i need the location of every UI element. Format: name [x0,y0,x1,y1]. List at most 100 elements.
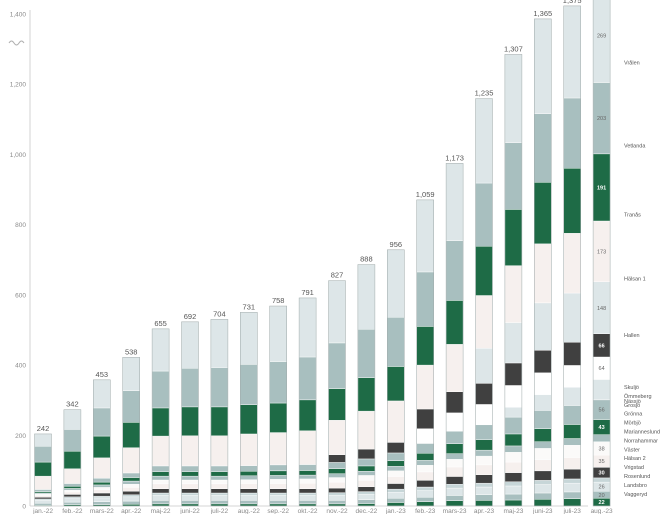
y-tick-label: 1,000 [10,152,27,159]
bar-segment [269,488,287,494]
bar-segment [357,264,376,330]
bar-segment [210,503,229,507]
bar-segment [298,470,317,476]
bar-segment [240,433,258,466]
bar-segment [416,408,434,429]
bar-segment [63,486,82,489]
segment-value-label: 26 [599,485,605,491]
y-tick-label: 200 [15,433,26,440]
bar-segment [504,472,523,482]
bar-segment [504,445,523,453]
legend-label: Norrahammar [624,438,658,444]
bar-segment [269,475,287,480]
bar-segment [151,503,170,507]
bar-segment [328,420,346,455]
bar-segment [445,412,464,432]
bar-segment [63,494,82,498]
bar-segment [93,497,111,502]
x-tick-label: apr.-22 [121,508,142,514]
bar-segment [210,465,229,472]
bar-segment [504,385,523,408]
bar-segment [63,468,82,484]
bar-segment [563,468,581,480]
bar-segment [269,479,287,484]
x-tick-label: dec.-22 [356,508,378,514]
total-label: 1,173 [445,153,464,162]
bar-segment [534,372,552,395]
bar-segment [93,492,111,497]
legend-label: Vrålen [624,59,640,66]
segment-value-label: 35 [599,459,605,465]
bar-segment [298,488,317,494]
bar-segment [592,0,611,83]
segment-value-label: 269 [597,33,606,39]
bar-segment [504,416,523,435]
bar-segment [328,481,346,489]
total-label: 827 [331,271,344,280]
bar-segment [416,490,434,498]
segment-value-label: 203 [597,116,606,122]
bar-segment [563,478,581,484]
bar-segment [122,390,140,423]
bar-segment [240,404,258,435]
bar-segment [416,443,434,454]
bar-segment [151,328,170,372]
bar-segment [151,488,170,494]
bar-outline [210,319,229,507]
bar-outline [240,312,258,507]
bar-segment [387,492,405,499]
y-tick-label: 800 [15,222,26,229]
bar-segment [328,473,346,478]
bar-segment [475,404,493,426]
bar-segment [122,447,140,474]
bar-segment [93,489,111,494]
bar-segment [181,471,199,477]
bar-outline [34,433,52,507]
bar-segment [445,459,464,468]
bar-segment [534,459,552,472]
bar-segment [534,18,552,115]
bar-segment [122,494,140,498]
bar-segment [122,480,140,485]
y-tick-label: 0 [22,503,26,510]
bar-segment [534,428,552,442]
bar-segment [387,249,405,318]
bar-segment [93,478,111,483]
bar-segment [328,495,346,501]
x-tick-label: feb.-23 [415,508,436,514]
bar-segment [534,350,552,374]
bar-segment [269,470,287,476]
bar-segment [475,500,493,507]
bar-outline [357,264,376,507]
legend-label: Mörbjö [624,421,641,427]
bar-segment [298,464,317,471]
segment-value-label: 43 [599,425,605,431]
bar-segment [210,471,229,477]
bar-outline [563,5,581,507]
bar-segment [504,493,523,501]
total-label: 538 [125,347,138,356]
bar-segment [504,322,523,364]
legend-label: Vaggeryd [624,492,647,498]
total-labels: 242 342 453 538 655 692 704 731 758 791 827 888 956 1… [37,0,582,433]
bar-segment [122,484,140,488]
bar-segment [504,461,523,473]
segment-value-label: 191 [597,185,606,191]
bar-segment [210,483,229,489]
y-tick-label: 1,400 [10,11,27,18]
bar-outline [328,280,346,507]
bar-segment [298,503,317,507]
bar-segment [181,479,199,485]
bar-segment [475,474,493,484]
x-tick-label: mars-22 [90,508,114,514]
y-tick-label: 400 [15,363,26,370]
legend-label: Hälsan 2 [624,456,646,462]
bar-segment [416,453,434,461]
x-tick-label: sep.-22 [267,508,289,514]
bar-segment [563,405,581,425]
bar-segment [210,495,229,501]
bar-segment [181,475,199,481]
bar-segment [210,488,229,494]
total-label: 242 [37,424,50,433]
bar-segment [504,265,523,323]
